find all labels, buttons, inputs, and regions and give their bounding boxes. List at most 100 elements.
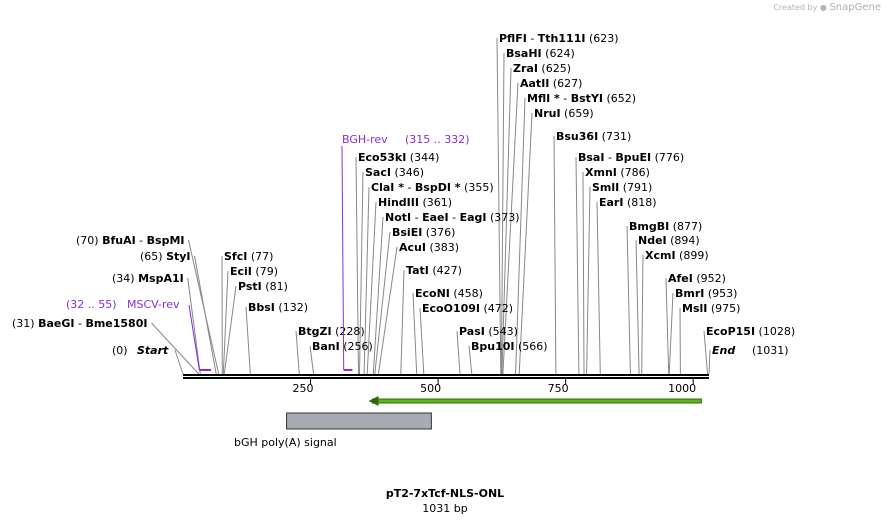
- primer-msc-rev-arm: [188, 304, 200, 371]
- enzyme-name: SmlI: [592, 181, 619, 194]
- orf-arrow-head: [368, 396, 379, 406]
- site-leader: [500, 52, 505, 375]
- enzyme-name: NruI: [534, 107, 561, 120]
- site-position: (472): [480, 302, 513, 315]
- end-marker: End (1031): [708, 344, 789, 375]
- site-position: (77): [247, 250, 273, 263]
- orf-arrow-body: [372, 398, 702, 404]
- enzyme-name: BsiEI: [392, 226, 422, 239]
- site-position: (427): [429, 264, 462, 277]
- enzyme-name: BtgZI: [298, 325, 332, 338]
- site-leader: [582, 171, 585, 375]
- start-marker: (0) Start: [112, 344, 184, 375]
- site-label: (65) StyI: [140, 250, 191, 263]
- primer-msc-rev-range: (32 .. 55): [66, 298, 117, 311]
- site-label: TatI (427): [406, 264, 462, 277]
- primer-bgh-rev-name: BGH-rev: [342, 133, 388, 146]
- enzyme-name: BspMI: [147, 234, 185, 247]
- enzyme-name: EcoNI: [415, 287, 450, 300]
- enzyme-name: EciI: [230, 265, 252, 278]
- site-label: SacI (346): [365, 166, 424, 179]
- enzyme-name: EaeI: [422, 211, 449, 224]
- enzyme-name: MspA1I: [138, 272, 184, 285]
- map-title: pT2-7xTcf-NLS-ONL: [386, 487, 504, 500]
- site-position: (376): [422, 226, 455, 239]
- site-leader: [374, 231, 391, 375]
- site-position: (624): [542, 47, 575, 60]
- site-position: (543): [485, 325, 518, 338]
- site-label: BbsI (132): [248, 301, 308, 314]
- site-position: (818): [623, 196, 656, 209]
- enzyme-name: BspDI *: [415, 181, 461, 194]
- feature-bgh-polya: bGH poly(A) signal: [234, 412, 432, 449]
- site-position: (346): [391, 166, 424, 179]
- primer-msc-rev-name: MSCV-rev: [127, 298, 180, 311]
- site-leader: [496, 37, 502, 375]
- tick-label: 500: [420, 382, 441, 395]
- site-labels: (31) BaeGI - Bme1580I (34) MspA1I (65) Sty…: [12, 32, 795, 353]
- site-label: NotI - EaeI - EagI (373): [385, 211, 520, 224]
- site-label: (34) MspA1I: [112, 272, 184, 285]
- site-leader: [295, 330, 300, 375]
- enzyme-name: XmnI: [585, 166, 617, 179]
- site-leader: [575, 156, 580, 375]
- site-leader: [377, 246, 398, 375]
- site-position: (383): [426, 241, 459, 254]
- site-leader: [366, 201, 377, 375]
- site-label: AcuI (383): [399, 241, 459, 254]
- enzyme-name: ClaI *: [371, 181, 404, 194]
- end-leader-line: [708, 349, 711, 375]
- enzyme-name: BmrI: [675, 287, 704, 300]
- site-leader: [703, 330, 708, 375]
- enzyme-name: BsaI: [578, 151, 604, 164]
- site-leader: [400, 269, 405, 375]
- created-by-text: Created by: [773, 3, 818, 12]
- enzyme-name: NdeI: [638, 234, 667, 247]
- site-leader: [635, 239, 640, 375]
- site-position: (894): [667, 234, 700, 247]
- start-leader-line: [174, 349, 184, 375]
- snapgene-watermark: Created by ● SnapGene: [773, 2, 881, 13]
- sequence-backbone: [183, 374, 709, 379]
- site-leader: [515, 97, 526, 375]
- snapgene-logo-icon: ●: [819, 3, 827, 12]
- site-leader: [501, 67, 512, 375]
- site-position: (31): [12, 317, 38, 330]
- orf-arrow: [368, 396, 702, 406]
- enzyme-name: EcoP15I: [706, 325, 755, 338]
- site-label: BmgBI (877): [629, 220, 702, 233]
- site-label: PflFI - Tth111I (623): [499, 32, 619, 45]
- site-label: EcoNI (458): [415, 287, 483, 300]
- site-label: MslI (975): [682, 302, 740, 315]
- site-position: (256): [340, 340, 373, 353]
- tick-label: 250: [293, 382, 314, 395]
- site-label: EcoP15I (1028): [706, 325, 795, 338]
- site-label: BtgZI (228): [298, 325, 365, 338]
- site-leader: [518, 112, 533, 375]
- enzyme-name: PstI: [238, 280, 262, 293]
- site-label: SfcI (77): [224, 250, 273, 263]
- site-leader: [372, 216, 384, 375]
- site-position: (786): [617, 166, 650, 179]
- enzyme-name: TatI: [406, 264, 429, 277]
- site-label: BanI (256): [312, 340, 373, 353]
- site-label: PasI (543): [459, 325, 518, 338]
- site-position: (776): [651, 151, 684, 164]
- enzyme-name: AfeI: [668, 272, 693, 285]
- site-leader: [187, 277, 201, 375]
- site-leader: [586, 186, 591, 375]
- site-label: AfeI (952): [668, 272, 726, 285]
- site-position: (81): [262, 280, 288, 293]
- site-leader: [502, 82, 519, 375]
- site-position: (1028): [755, 325, 795, 338]
- site-separator: -: [74, 317, 85, 330]
- site-leader: [188, 239, 220, 375]
- enzyme-name: Eco53kI: [358, 151, 406, 164]
- enzyme-name: BpuEI: [615, 151, 651, 164]
- site-label: (31) BaeGI - Bme1580I: [12, 317, 147, 330]
- site-position: (652): [603, 92, 636, 105]
- tick-label: 1000: [668, 382, 696, 395]
- snapgene-brand-text: SnapGene: [829, 2, 881, 13]
- enzyme-name: NotI: [385, 211, 411, 224]
- enzyme-name: BstYI: [571, 92, 603, 105]
